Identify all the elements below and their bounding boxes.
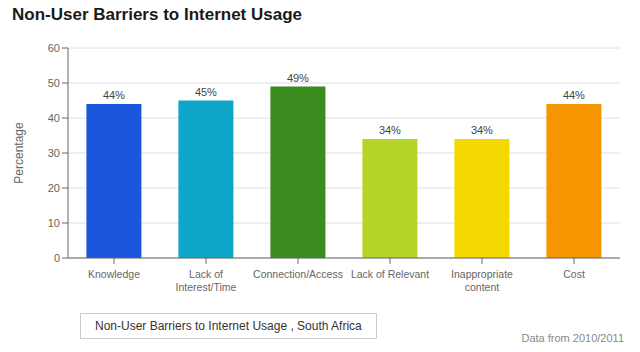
html-text:Non-User Barriers to Internet: Non-User Barriers to Internet Usage , So… [95, 319, 362, 333]
svg-text:50: 50 [48, 77, 60, 89]
svg-text:34%: 34% [379, 124, 401, 136]
svg-text:20: 20 [48, 182, 60, 194]
svg-text:Knowledge: Knowledge [88, 268, 140, 280]
svg-text:Connection/Access: Connection/Access [253, 268, 343, 280]
svg-text:45%: 45% [195, 86, 217, 98]
svg-text:30: 30 [48, 147, 60, 159]
svg-text:34%: 34% [471, 124, 493, 136]
svg-text:Lack ofInterest/Time: Lack ofInterest/Time [176, 268, 237, 293]
svg-text:Cost: Cost [563, 268, 585, 280]
svg-text:44%: 44% [103, 89, 125, 101]
html-text:Non-User Barriers to Internet: Non-User Barriers to Internet Usage [12, 5, 302, 24]
svg-text:40: 40 [48, 112, 60, 124]
svg-text:Percentage: Percentage [12, 122, 26, 184]
svg-text:Inappropriatecontent: Inappropriatecontent [451, 268, 513, 293]
svg-text:60: 60 [48, 42, 60, 54]
svg-text:0: 0 [54, 252, 60, 264]
svg-text:10: 10 [48, 217, 60, 229]
svg-text:49%: 49% [287, 72, 309, 84]
svg-text:44%: 44% [563, 89, 585, 101]
svg-text:Lack of Relevant: Lack of Relevant [351, 268, 429, 280]
html-text:Data from 2010/2011: Data from 2010/2011 [521, 332, 624, 344]
